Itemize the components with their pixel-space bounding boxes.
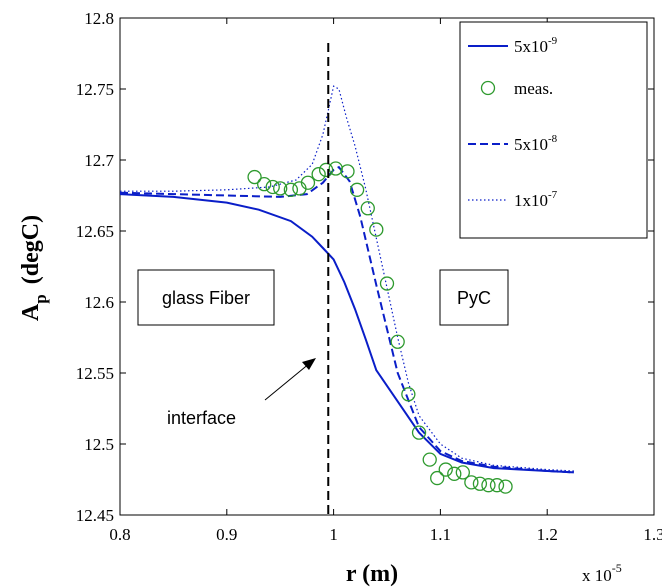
- glass-fiber-box: [137, 269, 275, 326]
- meas-point: [300, 175, 316, 190]
- axis-ticks: 0.8 0.9 1 1.1 1.2 1.3 12.45 12.5 12.55 12.6 12.65 1…: [76, 9, 662, 544]
- meas-point: [349, 182, 365, 197]
- x-tick-label: 1: [329, 525, 338, 544]
- meas-point: [430, 470, 445, 486]
- y-tick-label: 12.55: [76, 364, 114, 383]
- x-tick-label: 1.2: [537, 525, 558, 544]
- meas-point: [360, 201, 375, 216]
- meas-point: [379, 276, 395, 291]
- meas-point: [489, 478, 505, 493]
- y-axis-title: Ap(degC): [18, 215, 50, 321]
- y-tick-label: 12.5: [84, 435, 114, 454]
- y-tick-label: 12.45: [76, 506, 114, 525]
- meas-point: [401, 387, 416, 402]
- meas-point: [257, 176, 272, 192]
- glass-fiber-label: glass Fiber: [162, 288, 250, 308]
- legend-box: [459, 21, 648, 239]
- meas-point: [438, 462, 453, 477]
- meas-point: [340, 164, 355, 179]
- legend-label-5e-8: 5x10-8: [514, 133, 558, 154]
- y-tick-label: 12.75: [76, 80, 114, 99]
- legend-label-5e-9: 5x10-9: [514, 35, 558, 56]
- meas-point: [311, 167, 326, 182]
- x-tick-label: 1.3: [643, 525, 662, 544]
- meas-point: [273, 181, 288, 196]
- legend: 5x10-9 meas. 5x10-8 1x10-7: [459, 21, 648, 239]
- legend-swatch-marker: [480, 80, 496, 96]
- measurement-markers: [247, 161, 513, 494]
- series-line-dotted: [120, 85, 574, 472]
- y-tick-label: 12.8: [84, 9, 114, 28]
- meas-point: [283, 182, 299, 197]
- meas-point: [390, 334, 405, 349]
- meas-point: [481, 478, 496, 493]
- interface-label: interface: [167, 408, 236, 428]
- meas-point: [447, 466, 462, 481]
- meas-point: [411, 425, 427, 440]
- series-line-dashed: [119, 165, 574, 474]
- meas-point: [464, 475, 479, 490]
- legend-label-meas: meas.: [514, 79, 553, 98]
- series-lines: [119, 85, 574, 474]
- y-tick-label: 12.7: [84, 151, 114, 170]
- legend-label-1e-7: 1x10-7: [514, 189, 558, 210]
- pyc-label: PyC: [457, 288, 491, 308]
- meas-point: [247, 169, 262, 185]
- x-axis-exponent: x 10-5: [582, 561, 622, 585]
- series-line-solid: [119, 193, 574, 474]
- x-tick-label: 0.9: [216, 525, 237, 544]
- meas-point: [455, 465, 470, 480]
- meas-point: [369, 222, 384, 237]
- y-tick-label: 12.65: [76, 222, 114, 241]
- meas-point: [422, 452, 437, 467]
- pyc-box: [439, 269, 509, 326]
- meas-point: [472, 476, 488, 491]
- meas-point: [265, 179, 280, 195]
- interface-arrow-shaft: [264, 362, 311, 401]
- x-tick-label: 0.8: [109, 525, 130, 544]
- x-axis-title: r (m): [346, 561, 398, 587]
- y-tick-label: 12.6: [84, 293, 114, 312]
- meas-point: [498, 479, 513, 494]
- interface-arrowhead: [302, 358, 316, 370]
- x-tick-label: 1.1: [430, 525, 451, 544]
- meas-point: [318, 162, 334, 178]
